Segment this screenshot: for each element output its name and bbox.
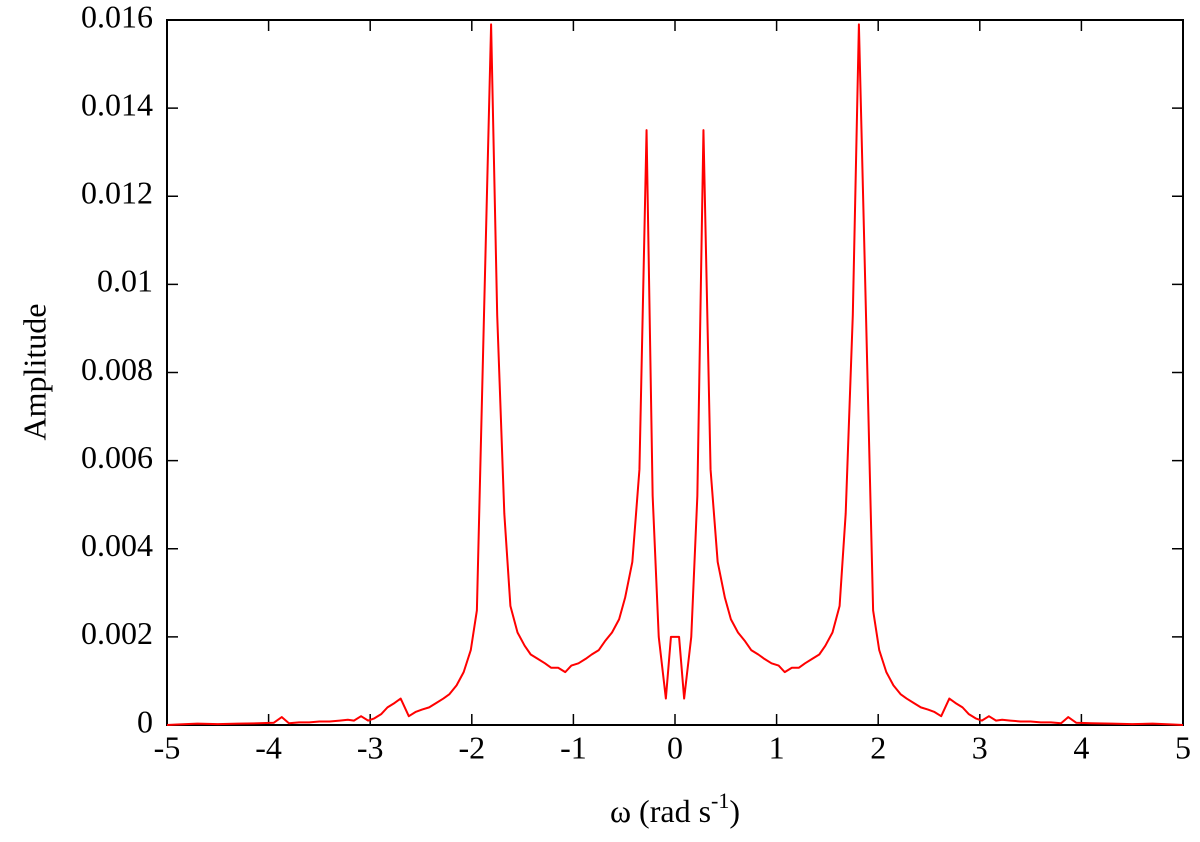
y-tick-label: 0.004 [81,527,153,563]
x-tick-label: 3 [972,729,988,765]
x-axis-label-main: ω (rad s [610,793,711,829]
x-tick-label: -3 [357,729,384,765]
x-axis-label-superscript: -1 [711,788,729,813]
x-tick-label: 1 [769,729,785,765]
y-axis-label: Amplitude [16,304,52,441]
x-tick-label: 0 [667,729,683,765]
y-tick-label: 0.012 [81,175,153,211]
data-line [166,23,1184,726]
x-tick-label: 4 [1073,729,1089,765]
y-tick-label: 0.01 [97,263,153,299]
y-tick-label: 0.014 [81,86,153,122]
y-tick-label: 0.016 [81,0,153,34]
y-tick-label: 0.002 [81,615,153,651]
x-tick-label: -1 [560,729,587,765]
x-tick-label: 2 [870,729,886,765]
x-tick-label: -2 [458,729,485,765]
y-tick-label: 0.006 [81,439,153,475]
plot-frame [166,19,1184,726]
x-tick-label: -4 [255,729,282,765]
y-tick-label: 0.008 [81,351,153,387]
x-tick-label: 5 [1175,729,1191,765]
x-axis-label: ω (rad s-1) [610,788,740,829]
x-axis-label-end: ) [729,793,740,829]
y-tick-label: 0 [137,703,153,739]
x-tick-label: -5 [154,729,181,765]
